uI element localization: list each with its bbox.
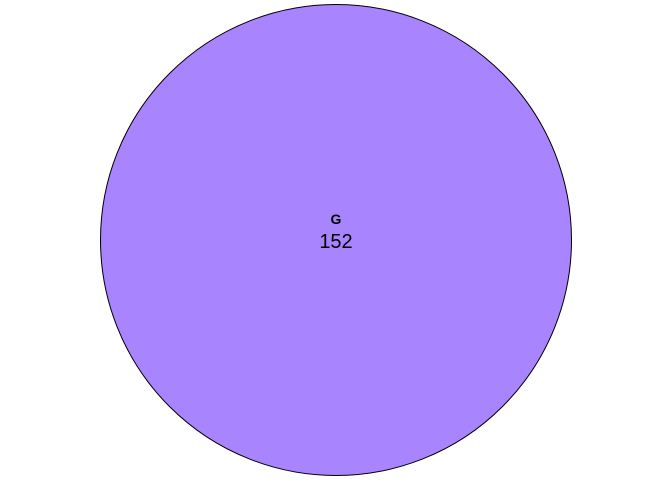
- set-circle-g: [100, 4, 572, 476]
- set-count-label: 152: [319, 231, 352, 253]
- set-label: G: [331, 211, 342, 227]
